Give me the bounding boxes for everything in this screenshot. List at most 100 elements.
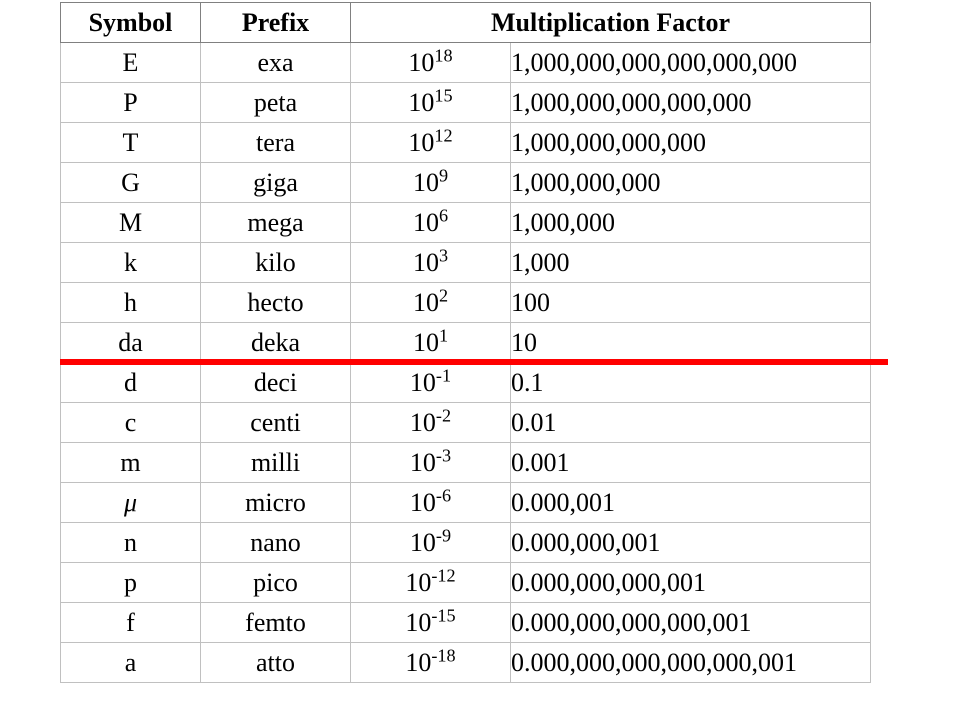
header-mult-factor: Multiplication Factor [351,3,871,43]
cell-symbol: k [61,243,201,283]
cell-exponent: -2 [436,405,451,425]
cell-prefix: exa [201,43,351,83]
table-row: ddeci10-10.1 [61,363,871,403]
table-row: Ttera10121,000,000,000,000 [61,123,871,163]
cell-prefix: mega [201,203,351,243]
cell-exponent: -3 [436,445,451,465]
divider-line [60,359,888,365]
cell-prefix: giga [201,163,351,203]
cell-value: 10 [511,323,871,363]
table-row: mmilli10-30.001 [61,443,871,483]
si-prefix-table: Symbol Prefix Multiplication Factor Eexa… [60,2,871,683]
cell-exponent: 2 [439,285,448,305]
cell-value: 1,000,000,000,000,000 [511,83,871,123]
cell-exponent: -9 [436,525,451,545]
cell-power: 1018 [351,43,511,83]
cell-symbol: h [61,283,201,323]
table-row: Ggiga1091,000,000,000 [61,163,871,203]
cell-power: 10-15 [351,603,511,643]
cell-prefix: milli [201,443,351,483]
cell-value: 1,000 [511,243,871,283]
table-row: nnano10-90.000,000,001 [61,523,871,563]
cell-value: 0.000,000,000,001 [511,563,871,603]
cell-power: 1015 [351,83,511,123]
cell-symbol: E [61,43,201,83]
cell-power: 10-2 [351,403,511,443]
table-row: Ppeta10151,000,000,000,000,000 [61,83,871,123]
cell-power: 102 [351,283,511,323]
cell-value: 0.000,000,000,000,001 [511,603,871,643]
cell-prefix: nano [201,523,351,563]
cell-prefix: hecto [201,283,351,323]
cell-exponent: 1 [439,325,448,345]
cell-prefix: femto [201,603,351,643]
cell-prefix: tera [201,123,351,163]
table-header-row: Symbol Prefix Multiplication Factor [61,3,871,43]
cell-symbol: d [61,363,201,403]
cell-value: 0.01 [511,403,871,443]
cell-prefix: atto [201,643,351,683]
table-row: μmicro10-60.000,001 [61,483,871,523]
cell-exponent: -12 [431,565,455,585]
cell-exponent: 15 [434,85,452,105]
cell-prefix: micro [201,483,351,523]
cell-symbol: m [61,443,201,483]
cell-symbol: μ [61,483,201,523]
cell-exponent: 12 [434,125,452,145]
cell-exponent: -1 [436,365,451,385]
cell-power: 109 [351,163,511,203]
cell-symbol: f [61,603,201,643]
table-row: ccenti10-20.01 [61,403,871,443]
cell-symbol: c [61,403,201,443]
cell-symbol: M [61,203,201,243]
cell-symbol: a [61,643,201,683]
cell-value: 1,000,000,000,000 [511,123,871,163]
table-row: aatto10-180.000,000,000,000,000,001 [61,643,871,683]
cell-prefix: deci [201,363,351,403]
cell-power: 10-9 [351,523,511,563]
cell-symbol: n [61,523,201,563]
cell-symbol: P [61,83,201,123]
cell-prefix: pico [201,563,351,603]
cell-symbol: G [61,163,201,203]
cell-value: 0.001 [511,443,871,483]
cell-value: 0.1 [511,363,871,403]
cell-prefix: deka [201,323,351,363]
table-row: Eexa10181,000,000,000,000,000,000 [61,43,871,83]
cell-symbol: T [61,123,201,163]
cell-prefix: peta [201,83,351,123]
cell-prefix: kilo [201,243,351,283]
cell-power: 10-12 [351,563,511,603]
cell-exponent: -15 [431,605,455,625]
header-prefix: Prefix [201,3,351,43]
cell-value: 100 [511,283,871,323]
cell-power: 103 [351,243,511,283]
table-row: dadeka10110 [61,323,871,363]
page: { "table": { "position": { "left": 60, "… [0,0,960,720]
cell-power: 1012 [351,123,511,163]
cell-power: 10-3 [351,443,511,483]
cell-value: 0.000,000,000,000,000,001 [511,643,871,683]
cell-value: 0.000,001 [511,483,871,523]
cell-exponent: -6 [436,485,451,505]
cell-value: 0.000,000,001 [511,523,871,563]
table-row: hhecto102100 [61,283,871,323]
table-row: ffemto10-150.000,000,000,000,001 [61,603,871,643]
cell-value: 1,000,000,000,000,000,000 [511,43,871,83]
cell-exponent: 3 [439,245,448,265]
table-row: kkilo1031,000 [61,243,871,283]
cell-power: 10-18 [351,643,511,683]
cell-exponent: 9 [439,165,448,185]
table-row: Mmega1061,000,000 [61,203,871,243]
cell-power: 10-6 [351,483,511,523]
header-symbol: Symbol [61,3,201,43]
cell-exponent: 6 [439,205,448,225]
cell-value: 1,000,000,000 [511,163,871,203]
cell-power: 10-1 [351,363,511,403]
table-row: ppico10-120.000,000,000,001 [61,563,871,603]
cell-exponent: 18 [434,45,452,65]
cell-exponent: -18 [431,645,455,665]
cell-prefix: centi [201,403,351,443]
cell-power: 101 [351,323,511,363]
cell-symbol: p [61,563,201,603]
